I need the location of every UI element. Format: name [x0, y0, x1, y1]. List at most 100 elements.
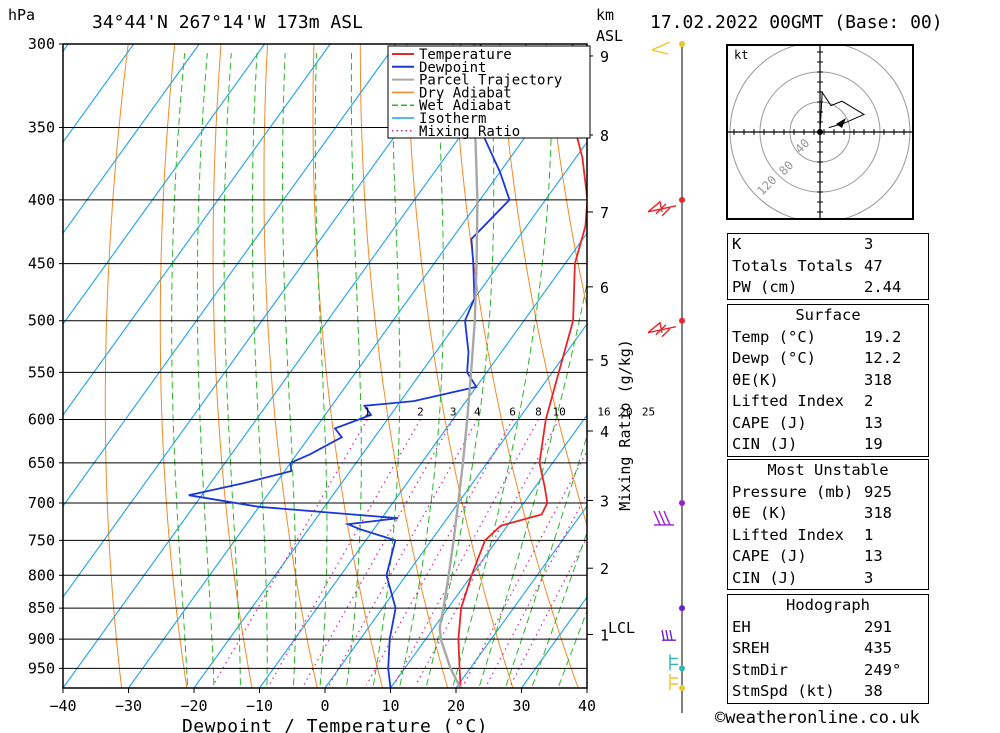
general-index-value: 47: [864, 256, 883, 275]
mixing-ratio-line: [303, 419, 454, 686]
isotherm-line: [63, 44, 462, 598]
general-index-label: PW (cm): [732, 278, 798, 296]
sounding-series: [188, 44, 587, 688]
wet-adiabat-line: [504, 434, 587, 688]
wet-adiabat-line: [223, 52, 241, 688]
legend-item: Temperature: [419, 47, 512, 63]
surface-index-label: Lifted Index: [732, 392, 844, 410]
dry-adiabat-line: [406, 44, 514, 688]
wet-adiabat-line: [425, 52, 495, 688]
surface-index-label: CIN (J): [732, 435, 798, 453]
wind-level-dot: [679, 41, 685, 47]
y-tick-label: 600: [28, 410, 55, 428]
wind-barb: [647, 321, 677, 338]
dry-adiabat-line: [545, 44, 587, 310]
hodograph-index-label: StmDir: [732, 660, 788, 679]
hodograph-title: Hodograph: [786, 596, 870, 614]
y-axis-unit: hPa: [8, 6, 35, 24]
mixing-ratio-label: 4: [474, 405, 481, 418]
wind-level-dot: [679, 196, 685, 203]
most-unstable-index-label: Pressure (mb): [732, 482, 854, 501]
mixing-ratio-lines: [171, 52, 587, 688]
mixing-ratio-line: [415, 419, 560, 686]
mixing-ratio-line: [510, 535, 587, 686]
surface-index-label: CAPE (J): [732, 413, 807, 432]
surface-panel: Surface Temp (°C) 19.2 Dewp (°C) 12.2 θE(K) 3…: [727, 304, 929, 457]
surface-index-value: 13: [864, 413, 883, 432]
km-tick-label: 5: [600, 352, 609, 370]
general-index-row: PW (cm) 2.44: [728, 277, 928, 299]
hodograph-panel: kt 40 80 120: [726, 41, 914, 223]
surface-index-row: CAPE (J) 13: [728, 413, 928, 435]
mixing-ratio-line: [486, 492, 587, 686]
hodograph-index-value: 291: [864, 617, 892, 636]
surface-index-row: Dewp (°C) 12.2: [728, 348, 928, 370]
x-tick-label: 20: [447, 697, 465, 715]
legend-box: [387, 45, 591, 139]
mixing-ratio-line: [365, 419, 514, 686]
mixing-ratio-line: [268, 419, 421, 686]
most-unstable-index-value: 925: [864, 482, 892, 501]
isotherm-line: [324, 323, 587, 688]
wind-barb: [661, 630, 676, 641]
surface-index-value: 19.2: [864, 327, 902, 346]
most-unstable-index-row: CAPE (J) 13: [728, 546, 928, 568]
general-index-label: Totals Totals: [732, 256, 854, 275]
y-tick-label: 850: [28, 599, 55, 617]
most-unstable-panel: Most Unstable Pressure (mb) 925 θE (K) 318 L…: [727, 459, 929, 590]
x-tick-label: −30: [115, 697, 142, 715]
wet-adiabat-line: [171, 52, 189, 688]
dry-adiabat-line: [964, 44, 1000, 688]
surface-title: Surface: [795, 306, 861, 324]
wind-level-dot: [679, 685, 685, 691]
most-unstable-index-value: 1: [864, 525, 874, 544]
surface-index-value: 2: [864, 392, 874, 410]
x-tick-label: 40: [578, 697, 596, 715]
dry-adiabat-line: [104, 44, 129, 688]
surface-index-value: 318: [864, 370, 892, 389]
mixing-ratio-label: 10: [552, 405, 565, 418]
mixing-ratio-line: [462, 449, 587, 686]
dry-adiabat-line: [263, 44, 318, 688]
km-tick-label: 7: [600, 204, 609, 222]
most-unstable-table: Most Unstable Pressure (mb) 925 θE (K) 318 L…: [728, 460, 928, 589]
km-tick-label: 8: [600, 127, 609, 145]
most-unstable-index-row: Pressure (mb) 925: [728, 482, 928, 504]
isotherm-line: [455, 505, 587, 688]
surface-index-row: CIN (J) 19: [728, 434, 928, 456]
km-label: km: [596, 6, 614, 24]
surface-index-value: 19: [864, 435, 883, 453]
x-tick-label: 0: [320, 697, 329, 715]
isotherm-line: [63, 44, 397, 507]
dry-adiabat-line: [499, 44, 587, 527]
wind-barb: [653, 510, 674, 526]
wind-profile: [647, 41, 685, 713]
general-indices-table: K 3 Totals Totals 47 PW (cm) 2.44: [728, 234, 928, 299]
km-tick-label: 6: [600, 279, 609, 297]
y-tick-label: 750: [28, 531, 55, 549]
most-unstable-index-label: CIN (J): [732, 568, 798, 587]
wet-adiabat-line: [478, 280, 587, 688]
hodograph-index-row: SREH 435: [728, 638, 928, 660]
mixing-ratio-axis-label: Mixing Ratio (g/kg): [616, 339, 634, 511]
general-index-value: 3: [864, 235, 874, 253]
legend-item: Mixing Ratio: [419, 124, 520, 140]
hodograph-index-row: StmDir 249°: [728, 660, 928, 682]
hodograph-ring-label: 80: [776, 158, 796, 178]
hodograph-index-value: 249°: [864, 660, 902, 679]
hodograph-unit-label: kt: [734, 48, 748, 62]
km-tick-label: 9: [600, 48, 609, 66]
mixing-ratio-line: [212, 419, 368, 686]
wind-barb: [647, 200, 677, 217]
most-unstable-index-row: Lifted Index 1: [728, 525, 928, 547]
parcel-trajectory-line: [438, 44, 479, 688]
y-tick-label: 800: [28, 566, 55, 584]
hodograph-trace: [819, 90, 866, 133]
dry-adiabat-line: [212, 44, 253, 688]
hodograph-index-row: StmSpd (kt) 38: [728, 681, 928, 703]
y-tick-label: 550: [28, 363, 55, 381]
wet-adiabat-line: [451, 53, 553, 688]
surface-index-row: θE(K) 318: [728, 370, 928, 392]
storm-motion-arrow: [836, 118, 846, 128]
general-index-label: K: [732, 235, 742, 253]
